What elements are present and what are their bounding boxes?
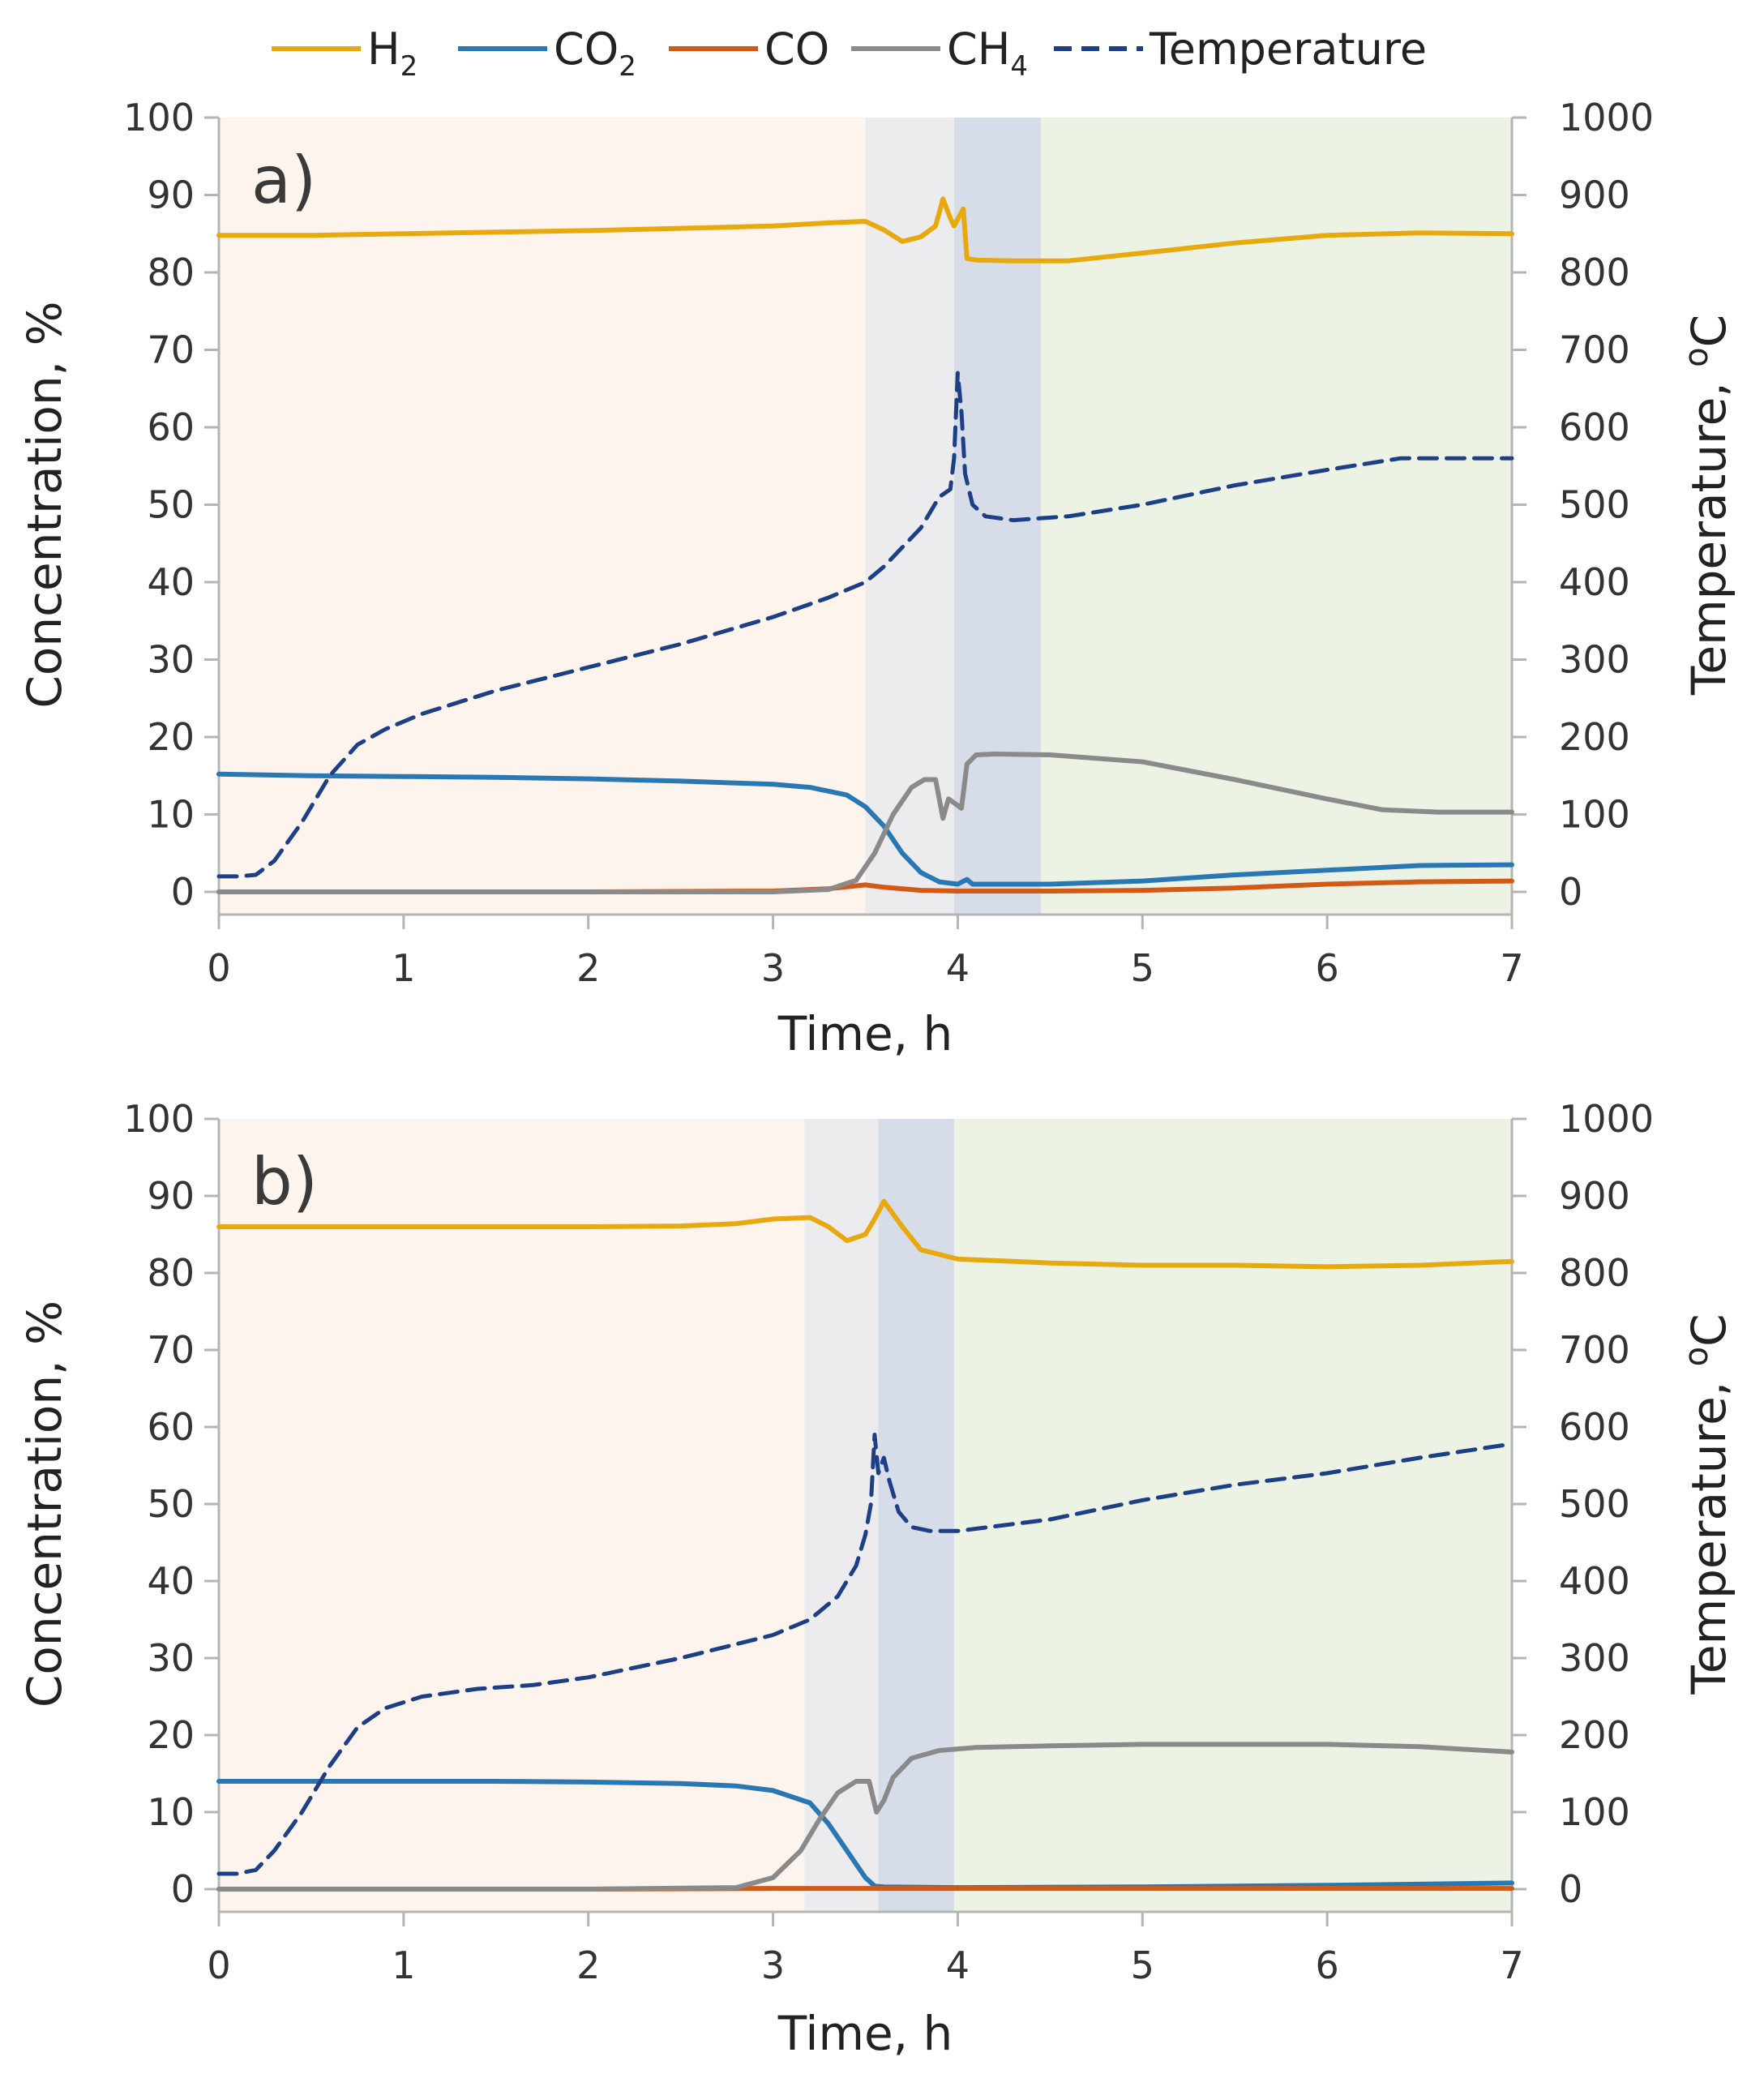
y-tick-label: 50: [147, 483, 195, 527]
x-tick-label: 5: [1131, 1943, 1154, 1987]
y-tick-label: 30: [147, 1636, 195, 1680]
panel-label: a): [251, 143, 316, 218]
y-tick-label: 20: [147, 1713, 195, 1757]
y2-tick-label: 900: [1559, 174, 1630, 217]
x-tick-label: 5: [1131, 946, 1154, 990]
y2-tick-label: 800: [1559, 1251, 1630, 1295]
y-axis-title: Concentration, %: [17, 301, 72, 708]
region-band-1: [865, 118, 954, 915]
series-line-Temperature: [216, 1433, 1514, 1876]
y-tick-label: 100: [123, 1097, 195, 1141]
y2-tick-label: 600: [1559, 1405, 1630, 1449]
y-tick-label: 90: [147, 174, 195, 217]
x-tick-label: 6: [1316, 1943, 1339, 1987]
panel-a: 0102030405060708090100010020030040050060…: [17, 96, 1736, 1061]
x-tick-label: 4: [946, 946, 970, 990]
x-tick-label: 7: [1500, 1943, 1523, 1987]
region-band-3: [1040, 118, 1512, 915]
region-band-0: [219, 1119, 805, 1912]
y-tick-label: 60: [147, 405, 195, 449]
legend-label-H2: H2: [367, 24, 417, 83]
y2-tick-label: 400: [1559, 1559, 1630, 1603]
series-line-CH4: [216, 1742, 1514, 1892]
x-tick-label: 2: [576, 946, 600, 990]
x-tick-label: 1: [392, 1943, 415, 1987]
y2-tick-label: 0: [1559, 1867, 1582, 1911]
x-tick-label: 3: [761, 946, 785, 990]
series-line-H2: [216, 1198, 1514, 1270]
x-tick-label: 7: [1500, 946, 1523, 990]
y-axis-title: Concentration, %: [17, 1301, 72, 1708]
y2-tick-label: 100: [1559, 1790, 1630, 1834]
region-band-3: [953, 1119, 1512, 1912]
y2-tick-label: 700: [1559, 328, 1630, 372]
legend-label-CO2: CO2: [554, 24, 636, 83]
series-line-CO2: [216, 771, 1514, 887]
y2-tick-label: 500: [1559, 1482, 1630, 1526]
y-tick-label: 0: [171, 1867, 195, 1911]
panel-b: 0102030405060708090100010020030040050060…: [17, 1097, 1736, 2061]
x-tick-label: 0: [207, 1943, 230, 1987]
y2-tick-label: 500: [1559, 483, 1630, 527]
y-tick-label: 80: [147, 251, 195, 294]
y2-tick-label: 300: [1559, 1636, 1630, 1680]
x-tick-label: 2: [576, 1943, 600, 1987]
y2-axis-title: Temperature, oC: [1678, 1313, 1736, 1695]
series-line-CH4: [216, 752, 1514, 894]
y-tick-label: 10: [147, 1790, 195, 1834]
y2-tick-label: 700: [1559, 1328, 1630, 1372]
y2-axis-title: Temperature, oC: [1678, 315, 1736, 696]
y2-tick-label: 200: [1559, 715, 1630, 759]
x-tick-label: 1: [392, 946, 415, 990]
series-line-H2: [216, 196, 1514, 264]
y-tick-label: 0: [171, 870, 195, 914]
y2-tick-label: 1000: [1559, 96, 1654, 139]
y2-tick-label: 100: [1559, 793, 1630, 837]
x-tick-label: 6: [1316, 946, 1339, 990]
y-tick-label: 20: [147, 715, 195, 759]
y-tick-label: 50: [147, 1482, 195, 1526]
y-tick-label: 10: [147, 793, 195, 837]
x-axis-title: Time, h: [777, 2006, 953, 2061]
y-tick-label: 30: [147, 638, 195, 682]
y-tick-label: 70: [147, 1328, 195, 1372]
y2-tick-label: 1000: [1559, 1097, 1654, 1141]
panel-label: b): [251, 1144, 318, 1219]
x-tick-label: 0: [207, 946, 230, 990]
x-tick-label: 3: [761, 1943, 785, 1987]
y-tick-label: 90: [147, 1174, 195, 1218]
y-tick-label: 60: [147, 1405, 195, 1449]
y-tick-label: 40: [147, 560, 195, 604]
series-line-Temperature: [216, 371, 1514, 879]
x-axis-title: Time, h: [777, 1006, 953, 1061]
legend-label-Temperature: Temperature: [1149, 24, 1427, 75]
y2-tick-label: 900: [1559, 1174, 1630, 1218]
y-tick-label: 100: [123, 96, 195, 139]
legend: H2 CO2 CO CH4 Temperature: [272, 24, 1427, 83]
legend-label-CO: CO: [764, 24, 829, 75]
y2-tick-label: 400: [1559, 560, 1630, 604]
y2-tick-label: 200: [1559, 1713, 1630, 1757]
y2-tick-label: 800: [1559, 251, 1630, 294]
legend-label-CH4: CH4: [947, 24, 1028, 83]
y2-tick-label: 0: [1559, 870, 1582, 914]
region-band-2: [878, 1119, 954, 1912]
y-tick-label: 70: [147, 328, 195, 372]
y2-tick-label: 600: [1559, 405, 1630, 449]
y-tick-label: 80: [147, 1251, 195, 1295]
y2-tick-label: 300: [1559, 638, 1630, 682]
x-tick-label: 4: [946, 1943, 970, 1987]
y-tick-label: 40: [147, 1559, 195, 1603]
